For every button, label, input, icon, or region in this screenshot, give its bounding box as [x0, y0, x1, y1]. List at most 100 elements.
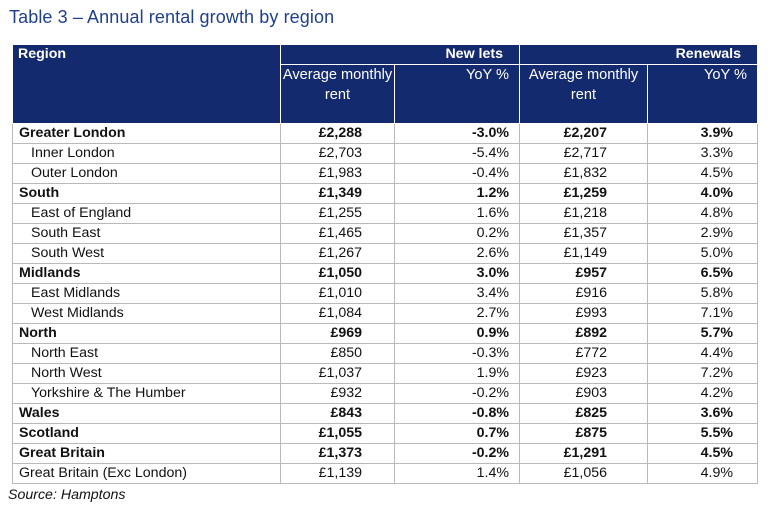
table-row: Scotland £1,055 0.7% £875 5.5% — [12, 423, 759, 444]
table-row: Great Britain (Exc London) £1,139 1.4% £1,0… — [12, 463, 759, 484]
new-lets-rent-cell: £2,288 — [280, 123, 395, 144]
table-row: Great Britain £1,373 -0.2% £1,291 4.5% — [12, 443, 759, 464]
table-row: Yorkshire & The Humber £932 -0.2% £903 4.2% — [12, 383, 759, 404]
table-row: South East £1,465 0.2% £1,357 2.9% — [12, 223, 759, 244]
new-lets-yoy-cell: 0.2% — [394, 223, 520, 244]
renewals-yoy-cell: 5.0% — [646, 243, 759, 264]
table-row: South £1,349 1.2% £1,259 4.0% — [12, 183, 759, 204]
renewals-group-header: Renewals — [518, 44, 759, 65]
new-lets-rent-cell: £969 — [280, 323, 395, 344]
region-cell: Yorkshire & The Humber — [12, 383, 281, 404]
table-row: Midlands £1,050 3.0% £957 6.5% — [12, 263, 759, 284]
renewals-rent-cell: £1,357 — [519, 223, 648, 244]
new-lets-yoy-cell: -0.2% — [394, 383, 520, 404]
rental-growth-table: Region New lets Renewals Average monthly… — [12, 44, 759, 484]
region-cell: Midlands — [12, 263, 281, 284]
new-lets-rent-cell: £1,267 — [280, 243, 395, 264]
table-body: Greater London £2,288 -3.0% £2,207 3.9% Inner… — [12, 123, 759, 484]
renewals-rent-cell: £1,218 — [519, 203, 648, 224]
new-lets-group-header: New lets — [280, 44, 520, 65]
new-lets-rent-cell: £1,349 — [280, 183, 395, 204]
table-row: East of England £1,255 1.6% £1,218 4.8% — [12, 203, 759, 224]
renewals-yoy-cell: 4.9% — [646, 463, 759, 484]
region-cell: Great Britain (Exc London) — [12, 463, 281, 484]
region-cell: Outer London — [12, 163, 281, 184]
table-row: Greater London £2,288 -3.0% £2,207 3.9% — [12, 123, 759, 144]
table-row: East Midlands £1,010 3.4% £916 5.8% — [12, 283, 759, 304]
new-lets-yoy-cell: -3.0% — [394, 123, 520, 144]
new-lets-rent-cell: £1,055 — [280, 423, 395, 444]
renewals-rent-cell: £1,149 — [519, 243, 648, 264]
new-lets-avg-rent-header: Average monthly rent — [280, 64, 395, 124]
new-lets-yoy-cell: 1.6% — [394, 203, 520, 224]
table-row: North West £1,037 1.9% £923 7.2% — [12, 363, 759, 384]
new-lets-rent-cell: £1,037 — [280, 363, 395, 384]
table-row: Outer London £1,983 -0.4% £1,832 4.5% — [12, 163, 759, 184]
renewals-rent-cell: £923 — [519, 363, 648, 384]
new-lets-yoy-cell: 3.0% — [394, 263, 520, 284]
table-row: Wales £843 -0.8% £825 3.6% — [12, 403, 759, 424]
region-cell: South West — [12, 243, 281, 264]
new-lets-rent-cell: £1,084 — [280, 303, 395, 324]
renewals-rent-cell: £993 — [519, 303, 648, 324]
renewals-yoy-cell: 7.1% — [646, 303, 759, 324]
renewals-rent-cell: £825 — [519, 403, 648, 424]
new-lets-rent-cell: £1,465 — [280, 223, 395, 244]
region-cell: North West — [12, 363, 281, 384]
region-cell: East Midlands — [12, 283, 281, 304]
new-lets-rent-cell: £932 — [280, 383, 395, 404]
region-cell: East of England — [12, 203, 281, 224]
new-lets-rent-cell: £1,373 — [280, 443, 395, 464]
renewals-rent-cell: £2,717 — [519, 143, 648, 164]
new-lets-rent-cell: £1,255 — [280, 203, 395, 224]
table-row: South West £1,267 2.6% £1,149 5.0% — [12, 243, 759, 264]
table-row: West Midlands £1,084 2.7% £993 7.1% — [12, 303, 759, 324]
renewals-yoy-header: YoY % — [646, 64, 759, 124]
new-lets-yoy-cell: 1.9% — [394, 363, 520, 384]
renewals-avg-rent-header: Average monthly rent — [519, 64, 648, 124]
table-row: North £969 0.9% £892 5.7% — [12, 323, 759, 344]
renewals-rent-cell: £903 — [519, 383, 648, 404]
region-cell: North — [12, 323, 281, 344]
table-row: North East £850 -0.3% £772 4.4% — [12, 343, 759, 364]
renewals-yoy-cell: 4.5% — [646, 443, 759, 464]
renewals-yoy-cell: 4.2% — [646, 383, 759, 404]
region-cell: South East — [12, 223, 281, 244]
renewals-rent-cell: £892 — [519, 323, 648, 344]
renewals-yoy-cell: 5.8% — [646, 283, 759, 304]
renewals-rent-cell: £875 — [519, 423, 648, 444]
renewals-rent-cell: £916 — [519, 283, 648, 304]
new-lets-rent-cell: £1,010 — [280, 283, 395, 304]
renewals-yoy-cell: 6.5% — [646, 263, 759, 284]
region-cell: North East — [12, 343, 281, 364]
region-cell: Great Britain — [12, 443, 281, 464]
table-title: Table 3 – Annual rental growth by region — [9, 7, 335, 27]
new-lets-yoy-cell: -0.8% — [394, 403, 520, 424]
new-lets-yoy-cell: -0.2% — [394, 443, 520, 464]
region-cell: West Midlands — [12, 303, 281, 324]
renewals-yoy-cell: 3.9% — [646, 123, 759, 144]
renewals-rent-cell: £772 — [519, 343, 648, 364]
renewals-yoy-cell: 4.8% — [646, 203, 759, 224]
renewals-yoy-cell: 3.3% — [646, 143, 759, 164]
new-lets-rent-cell: £2,703 — [280, 143, 395, 164]
renewals-yoy-cell: 5.7% — [646, 323, 759, 344]
new-lets-yoy-cell: 0.7% — [394, 423, 520, 444]
region-cell: South — [12, 183, 281, 204]
table-row: Inner London £2,703 -5.4% £2,717 3.3% — [12, 143, 759, 164]
table-header: Region New lets Renewals Average monthly… — [12, 44, 759, 124]
new-lets-rent-cell: £850 — [280, 343, 395, 364]
renewals-yoy-cell: 4.4% — [646, 343, 759, 364]
new-lets-rent-cell: £1,050 — [280, 263, 395, 284]
new-lets-yoy-cell: 3.4% — [394, 283, 520, 304]
new-lets-yoy-cell: 0.9% — [394, 323, 520, 344]
new-lets-yoy-cell: 1.4% — [394, 463, 520, 484]
renewals-yoy-cell: 5.5% — [646, 423, 759, 444]
new-lets-rent-cell: £1,983 — [280, 163, 395, 184]
renewals-yoy-cell: 3.6% — [646, 403, 759, 424]
renewals-yoy-cell: 7.2% — [646, 363, 759, 384]
renewals-yoy-cell: 4.5% — [646, 163, 759, 184]
region-cell: Inner London — [12, 143, 281, 164]
new-lets-yoy-cell: -0.3% — [394, 343, 520, 364]
new-lets-rent-cell: £843 — [280, 403, 395, 424]
